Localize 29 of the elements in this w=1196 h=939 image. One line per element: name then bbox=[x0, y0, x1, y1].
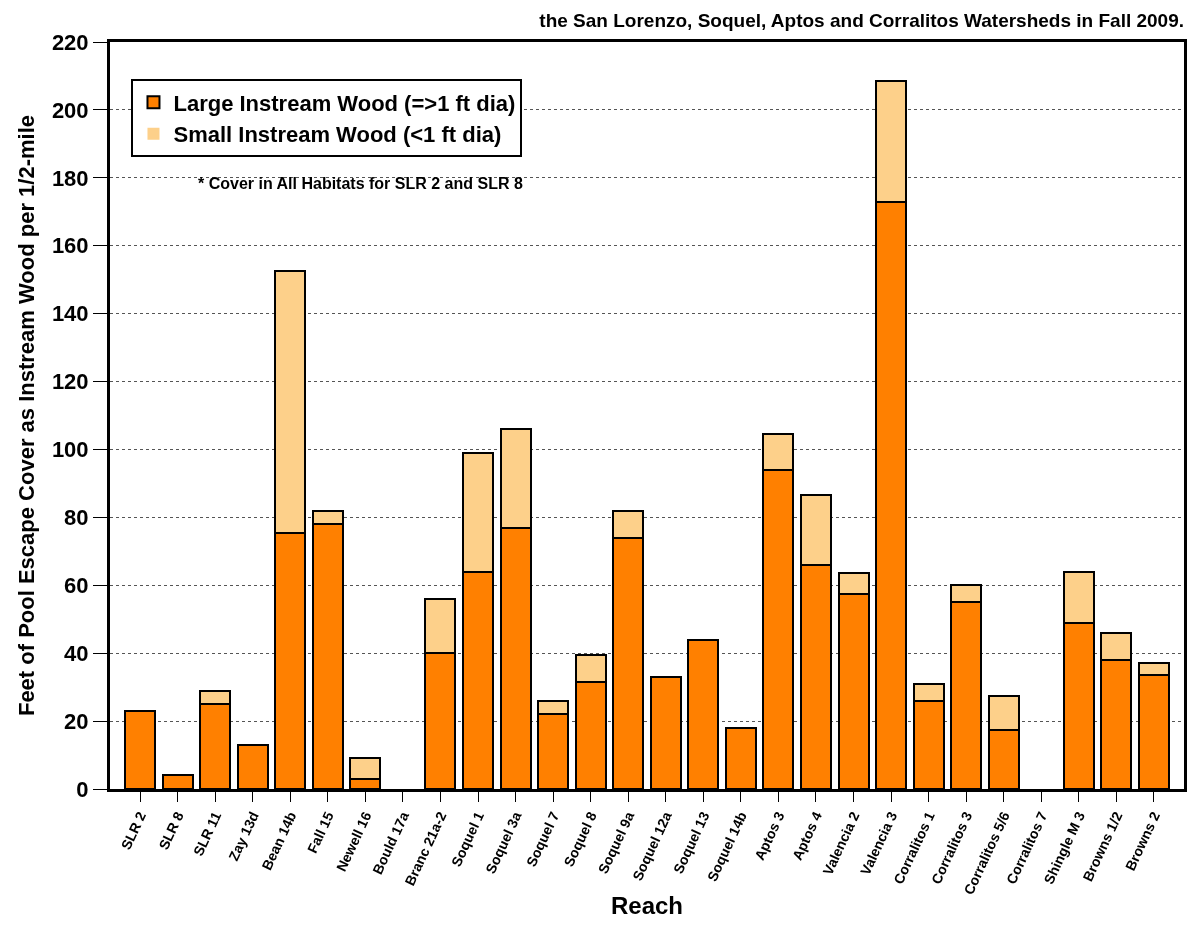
bar bbox=[124, 709, 157, 789]
y-tick-label: 0 bbox=[76, 776, 89, 802]
bar bbox=[649, 675, 682, 789]
y-tick-label: 200 bbox=[51, 97, 89, 123]
legend-label: Small Instream Wood (<1 ft dia) bbox=[173, 122, 502, 148]
y-tick-label: 100 bbox=[51, 437, 89, 463]
bar bbox=[724, 726, 757, 789]
y-tick-label: 20 bbox=[64, 708, 89, 734]
x-tick-label: SLR 2 bbox=[117, 809, 150, 852]
y-tick-label: 40 bbox=[64, 640, 89, 666]
bar bbox=[161, 774, 194, 789]
y-tick-label: 140 bbox=[51, 301, 89, 327]
y-axis-title: Feet of Pool Escape Cover as Instream Wood per 1/2-mile bbox=[13, 114, 39, 717]
annotation: * Cover in All Habitats for SLR 2 and SLR 8 bbox=[198, 175, 523, 192]
chart-title: the San Lorenzo, Soquel, Aptos and Corralitos Watersheds in Fall 2009. bbox=[539, 10, 1185, 32]
y-tick-label: 80 bbox=[64, 505, 89, 531]
bar bbox=[687, 638, 720, 789]
x-tick-label: Fall 15 bbox=[303, 809, 337, 856]
x-tick-label: Aptos 3 bbox=[751, 809, 788, 863]
y-tick-label: 120 bbox=[51, 369, 89, 395]
x-tick-label: SLR 8 bbox=[155, 809, 187, 852]
y-tick-label: 180 bbox=[51, 165, 89, 191]
x-tick-label: SLR 11 bbox=[189, 809, 225, 859]
legend-label: Large Instream Wood (=>1 ft dia) bbox=[173, 90, 516, 116]
y-tick-label: 60 bbox=[64, 572, 89, 598]
y-tick-label: 220 bbox=[51, 29, 89, 55]
y-tick-label: 160 bbox=[51, 233, 89, 259]
bar bbox=[236, 743, 269, 789]
x-axis-title: Reach bbox=[610, 892, 684, 920]
